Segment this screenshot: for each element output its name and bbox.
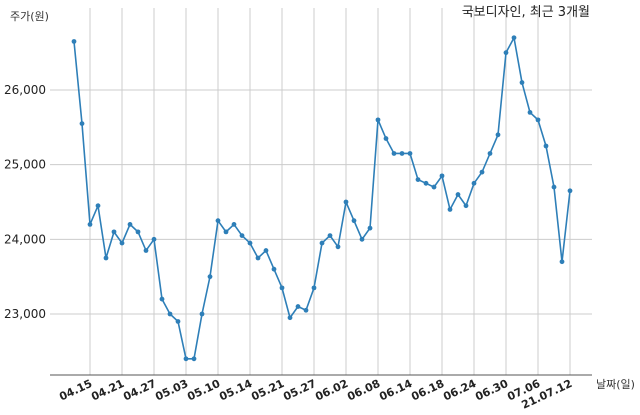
data-point bbox=[479, 169, 485, 175]
data-point bbox=[191, 356, 197, 362]
data-point bbox=[327, 233, 333, 239]
data-point bbox=[79, 121, 85, 126]
x-axis-label: 날짜(일) bbox=[596, 377, 635, 391]
data-point bbox=[463, 203, 469, 209]
data-point bbox=[503, 50, 509, 56]
data-point bbox=[407, 151, 413, 156]
data-point bbox=[359, 236, 365, 242]
data-point bbox=[143, 248, 149, 253]
data-point bbox=[439, 173, 445, 179]
x-tick-label: 06.30 bbox=[473, 377, 510, 404]
data-point bbox=[303, 307, 309, 313]
data-point bbox=[375, 117, 381, 123]
data-point bbox=[207, 274, 213, 280]
y-tick-labels: 23,000 24,000 25,000 26,000 bbox=[4, 83, 46, 321]
y-tick-label: 26,000 bbox=[4, 83, 46, 97]
data-point bbox=[255, 255, 261, 261]
data-point bbox=[535, 117, 541, 123]
data-point bbox=[223, 229, 229, 235]
data-point bbox=[135, 229, 141, 235]
data-point bbox=[71, 39, 77, 44]
data-point bbox=[551, 184, 557, 190]
x-tick-label: 04.21 bbox=[89, 377, 126, 403]
data-point bbox=[87, 222, 93, 227]
data-point bbox=[351, 218, 357, 224]
vertical-gridlines bbox=[89, 8, 571, 375]
data-point bbox=[175, 319, 181, 324]
data-point bbox=[447, 207, 453, 212]
data-point bbox=[487, 151, 493, 156]
y-tick-label: 24,000 bbox=[4, 232, 46, 246]
x-tick-label: 05.21 bbox=[249, 377, 286, 403]
data-point bbox=[287, 315, 293, 321]
data-point bbox=[559, 259, 565, 265]
price-line bbox=[73, 35, 571, 360]
x-tick-label: 05.03 bbox=[153, 377, 190, 403]
data-point bbox=[239, 233, 245, 239]
y-tick-label: 23,000 bbox=[4, 307, 46, 321]
x-tick-label: 04.15 bbox=[57, 377, 94, 403]
horizontal-gridlines bbox=[50, 89, 592, 315]
data-point bbox=[423, 180, 429, 186]
data-point bbox=[567, 188, 573, 194]
data-point bbox=[111, 229, 117, 235]
data-point bbox=[231, 222, 237, 227]
data-point bbox=[279, 285, 285, 291]
chart-title: 국보디자인, 최근 3개월 bbox=[462, 5, 590, 20]
x-tick-label: 05.27 bbox=[281, 377, 318, 403]
x-tick-label: 06.08 bbox=[345, 377, 382, 403]
data-point bbox=[335, 244, 341, 250]
data-point bbox=[399, 151, 405, 156]
data-point bbox=[311, 285, 317, 291]
x-tick-label: 06.14 bbox=[377, 377, 414, 404]
data-point bbox=[199, 311, 205, 317]
data-point bbox=[263, 248, 269, 253]
data-point bbox=[455, 192, 461, 197]
x-tick-label: 06.02 bbox=[313, 377, 350, 403]
data-point bbox=[431, 184, 437, 190]
data-point bbox=[151, 236, 157, 242]
x-tick-label: 05.10 bbox=[185, 377, 222, 404]
data-point bbox=[367, 225, 373, 231]
data-point bbox=[103, 255, 109, 261]
y-tick-label: 25,000 bbox=[4, 158, 46, 172]
data-point bbox=[295, 304, 301, 309]
data-point bbox=[215, 218, 221, 224]
x-tick-labels: 04.1504.2104.2705.0305.1005.1405.2105.27… bbox=[57, 377, 574, 412]
data-point bbox=[167, 311, 173, 317]
x-tick-label: 06.24 bbox=[441, 377, 478, 404]
data-point bbox=[343, 199, 349, 205]
data-point bbox=[543, 143, 549, 149]
data-point bbox=[159, 296, 165, 302]
data-point bbox=[119, 240, 125, 246]
data-point bbox=[247, 240, 253, 246]
data-point bbox=[271, 266, 277, 272]
data-point bbox=[95, 203, 101, 209]
data-point bbox=[415, 177, 421, 183]
y-axis-label: 주가(원) bbox=[10, 10, 49, 23]
data-point bbox=[519, 80, 525, 85]
x-tick-label: 06.18 bbox=[409, 377, 446, 403]
data-point bbox=[511, 35, 517, 41]
price-points bbox=[71, 35, 573, 362]
data-point bbox=[527, 110, 533, 115]
data-point bbox=[127, 222, 133, 227]
x-tick-label: 04.27 bbox=[121, 377, 158, 403]
data-point bbox=[471, 180, 477, 186]
data-point bbox=[183, 356, 189, 362]
data-point bbox=[319, 240, 325, 246]
data-point bbox=[495, 132, 501, 138]
data-point bbox=[391, 151, 397, 156]
data-point bbox=[383, 136, 389, 141]
x-tick-label: 05.14 bbox=[217, 377, 254, 404]
